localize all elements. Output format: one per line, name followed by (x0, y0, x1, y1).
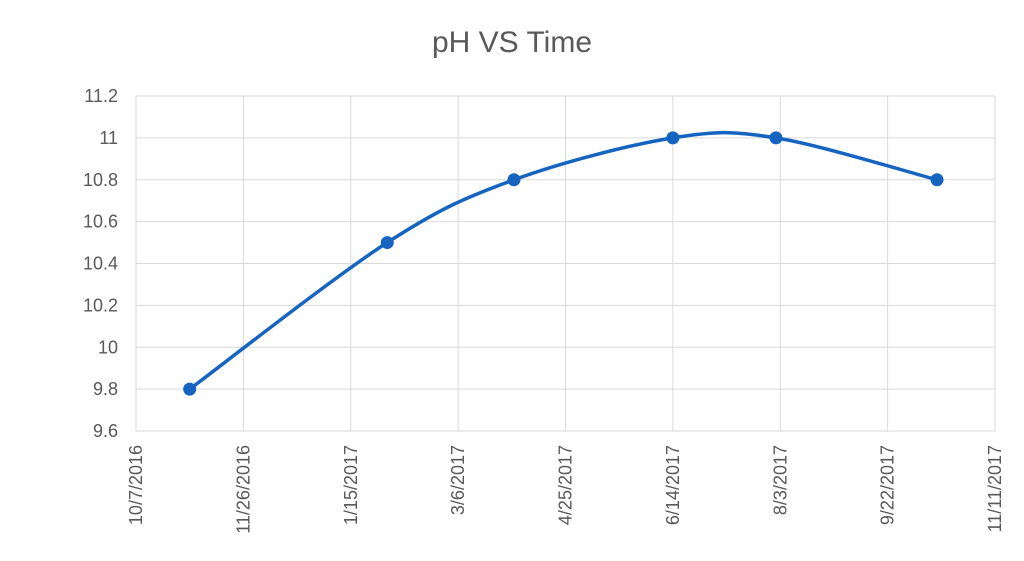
x-tick-label: 6/14/2017 (663, 445, 683, 525)
y-tick-label: 11 (99, 128, 118, 148)
y-tick-label: 10.2 (83, 295, 118, 315)
y-tick-label: 11.2 (84, 86, 118, 106)
data-point (380, 236, 394, 250)
x-axis-ticks: 10/7/2016 11/26/2016 1/15/2017 3/6/2017 4/25… (126, 445, 1005, 534)
data-point (666, 131, 680, 145)
series-line (187, 130, 939, 391)
x-tick-label: 8/3/2017 (770, 445, 790, 515)
grid (135, 95, 996, 432)
y-tick-label: 9.6 (93, 421, 118, 441)
x-tick-label: 1/15/2017 (341, 445, 361, 525)
x-tick-label: 10/7/2016 (126, 445, 146, 525)
x-tick-label: 3/6/2017 (448, 445, 468, 515)
data-point (930, 173, 944, 187)
x-tick-label: 11/11/2017 (985, 445, 1005, 532)
y-tick-label: 10.4 (83, 254, 118, 274)
x-tick-label: 4/25/2017 (556, 445, 576, 525)
y-tick-label: 10.8 (83, 170, 118, 190)
y-tick-label: 10 (98, 337, 118, 357)
chart-title: pH VS Time (432, 26, 592, 59)
x-tick-label: 11/26/2016 (233, 445, 253, 534)
y-tick-label: 10.6 (83, 212, 118, 232)
x-tick-label: 9/22/2017 (878, 445, 898, 525)
series-layer (183, 130, 944, 396)
data-point (507, 173, 521, 187)
data-point (769, 131, 783, 145)
y-tick-label: 9.8 (93, 379, 118, 399)
y-axis-ticks: 9.6 9.8 10 10.2 10.4 10.6 10.8 11 11.2 (83, 86, 118, 441)
data-point (183, 382, 197, 396)
